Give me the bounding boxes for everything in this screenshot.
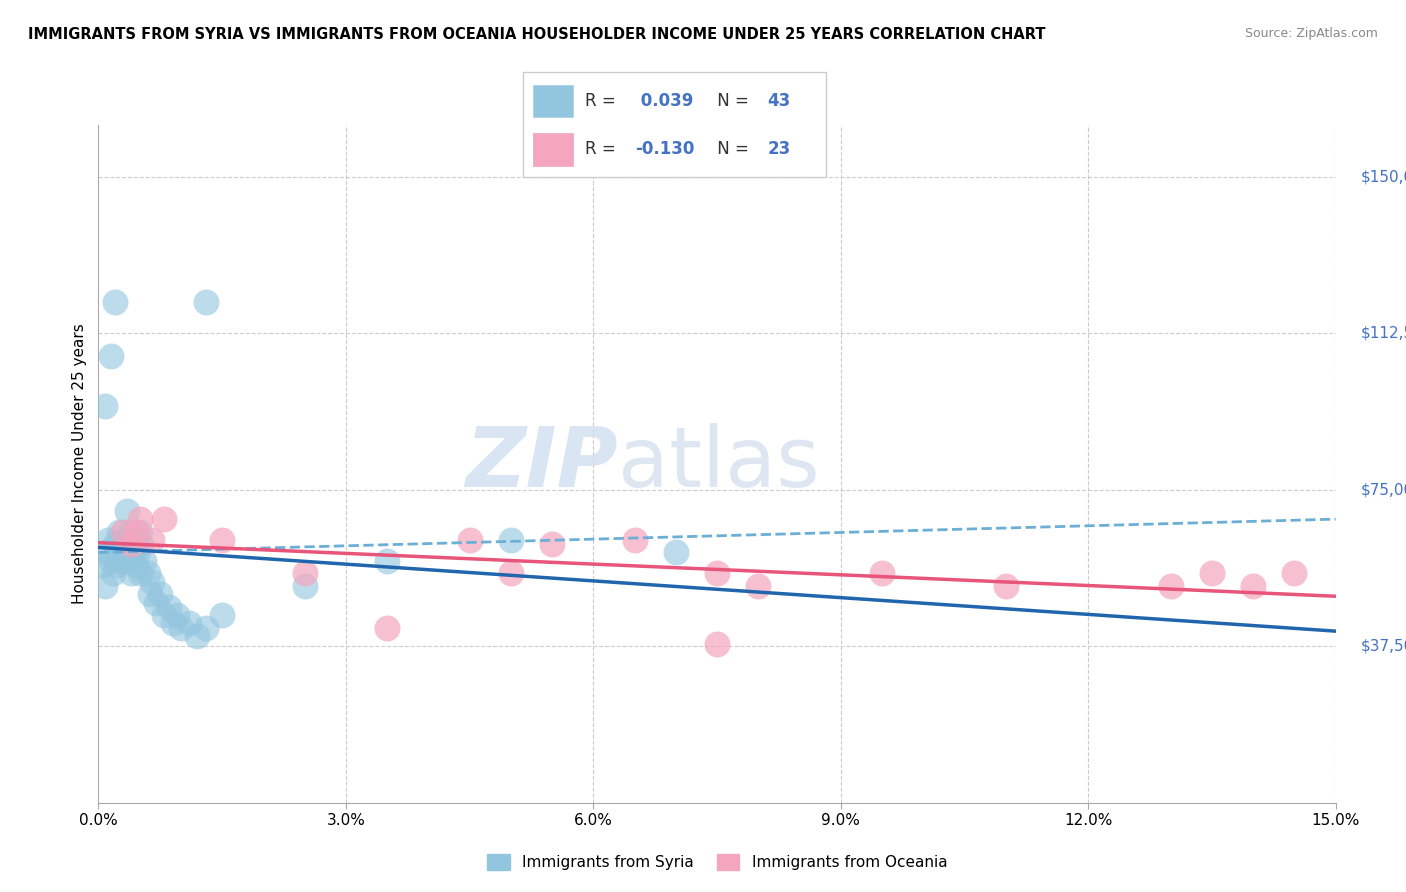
Text: 0.039: 0.039 <box>634 93 693 111</box>
Point <box>124 533 146 547</box>
Point <box>375 554 398 568</box>
Point <box>100 350 122 364</box>
Point <box>179 616 201 631</box>
Text: 43: 43 <box>768 93 792 111</box>
Point <box>1201 566 1223 581</box>
Point <box>294 579 316 593</box>
Point <box>97 533 120 547</box>
Point <box>120 566 142 581</box>
Point <box>103 566 125 581</box>
Point <box>138 587 160 601</box>
Point <box>194 295 217 310</box>
Point <box>104 295 127 310</box>
Point <box>170 621 193 635</box>
Text: $112,500: $112,500 <box>1361 326 1406 341</box>
Text: R =: R = <box>585 93 621 111</box>
Text: -0.130: -0.130 <box>634 141 695 159</box>
Point <box>1284 566 1306 581</box>
Point <box>706 637 728 651</box>
Point <box>665 545 688 559</box>
Text: N =: N = <box>711 93 754 111</box>
Point <box>499 533 522 547</box>
Point <box>149 587 172 601</box>
Text: $75,000: $75,000 <box>1361 483 1406 498</box>
Point <box>994 579 1017 593</box>
Point <box>94 400 117 414</box>
Point <box>120 537 142 551</box>
Point <box>166 608 188 623</box>
Point <box>94 579 117 593</box>
Point <box>96 545 118 559</box>
Text: $37,500: $37,500 <box>1361 639 1406 654</box>
Point <box>104 537 127 551</box>
Point <box>157 599 180 614</box>
Text: ZIP: ZIP <box>465 424 619 504</box>
Point <box>211 533 233 547</box>
FancyBboxPatch shape <box>523 72 827 178</box>
Point <box>870 566 893 581</box>
Text: atlas: atlas <box>619 424 820 504</box>
Point <box>114 533 136 547</box>
Point <box>118 554 141 568</box>
Point <box>117 537 139 551</box>
Point <box>124 524 146 539</box>
Point <box>747 579 769 593</box>
Text: R =: R = <box>585 141 621 159</box>
Point <box>186 629 208 643</box>
Text: IMMIGRANTS FROM SYRIA VS IMMIGRANTS FROM OCEANIA HOUSEHOLDER INCOME UNDER 25 YEA: IMMIGRANTS FROM SYRIA VS IMMIGRANTS FROM… <box>28 27 1046 42</box>
Point <box>162 616 184 631</box>
Text: $150,000: $150,000 <box>1361 169 1406 185</box>
Point <box>1241 579 1264 593</box>
FancyBboxPatch shape <box>533 134 572 166</box>
FancyBboxPatch shape <box>533 86 572 118</box>
Point <box>136 566 159 581</box>
Point <box>128 566 150 581</box>
Point <box>128 512 150 526</box>
Point <box>375 621 398 635</box>
Point <box>112 554 135 568</box>
Point <box>141 533 163 547</box>
Point <box>112 524 135 539</box>
Y-axis label: Householder Income Under 25 years: Householder Income Under 25 years <box>72 324 87 604</box>
Point <box>108 524 131 539</box>
Point <box>499 566 522 581</box>
Point <box>91 558 114 572</box>
Point <box>105 558 128 572</box>
Point <box>120 524 142 539</box>
Point <box>128 524 150 539</box>
Point <box>100 554 122 568</box>
Point <box>153 512 176 526</box>
Point <box>117 504 139 518</box>
Point <box>153 608 176 623</box>
Point <box>132 554 155 568</box>
Point <box>145 596 167 610</box>
Text: 23: 23 <box>768 141 792 159</box>
Point <box>1160 579 1182 593</box>
Text: N =: N = <box>711 141 754 159</box>
Point <box>541 537 564 551</box>
Point <box>124 558 146 572</box>
Legend: Immigrants from Syria, Immigrants from Oceania: Immigrants from Syria, Immigrants from O… <box>481 848 953 877</box>
Point <box>141 574 163 589</box>
Point <box>131 537 153 551</box>
Point <box>194 621 217 635</box>
Point <box>127 545 149 559</box>
Point <box>211 608 233 623</box>
Point <box>122 545 145 559</box>
Point <box>458 533 481 547</box>
Point <box>110 545 132 559</box>
Point <box>623 533 645 547</box>
Point <box>706 566 728 581</box>
Point <box>294 566 316 581</box>
Text: Source: ZipAtlas.com: Source: ZipAtlas.com <box>1244 27 1378 40</box>
